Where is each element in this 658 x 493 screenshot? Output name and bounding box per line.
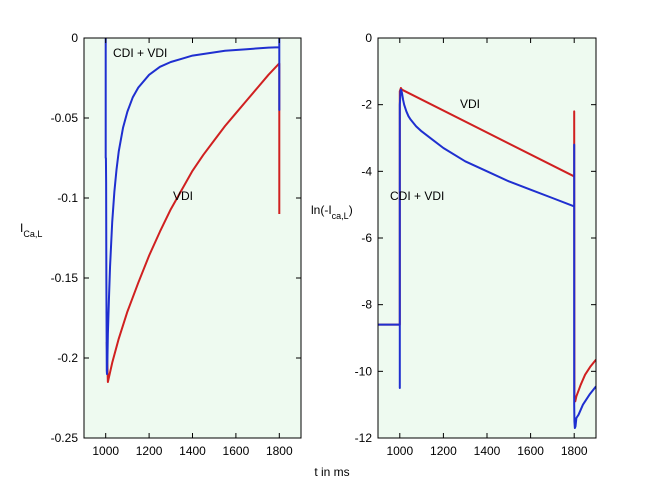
right-y-tick-label: 0 <box>365 31 372 45</box>
left-y-axis-label-sub: Ca,L <box>23 229 42 239</box>
right-series-line-cdi-vdi <box>378 88 596 429</box>
left-y-tick-label: -0.05 <box>51 111 79 125</box>
right-x-tick-label: 1000 <box>386 444 413 458</box>
right-annotation-cdi-vdi: CDI + VDI <box>390 189 444 203</box>
right-y-tick-label: -6 <box>361 231 372 245</box>
left-y-tick-label: -0.15 <box>51 271 79 285</box>
right-y-tick-label: -8 <box>361 298 372 312</box>
right-annotation-vdi: VDI <box>460 97 480 111</box>
right-x-tick-label: 1200 <box>430 444 457 458</box>
left-y-tick-label: -0.1 <box>57 191 78 205</box>
left-x-tick-label: 1200 <box>136 444 163 458</box>
left-y-axis-label-main: I <box>20 221 23 235</box>
right-x-tick-label: 1400 <box>474 444 501 458</box>
right-y-axis-label-main: ln(-I <box>311 203 332 217</box>
left-y-axis-label: ICa,L <box>20 221 42 239</box>
left-y-tick-label: -0.25 <box>51 431 79 445</box>
right-y-axis-label-end: ) <box>349 203 353 217</box>
right-x-tick-label: 1600 <box>517 444 544 458</box>
left-y-tick-label: 0 <box>71 31 78 45</box>
left-series-line-vdi <box>105 62 281 383</box>
right-y-tick-label: -2 <box>361 98 372 112</box>
left-series-group <box>104 38 281 383</box>
left-y-tick-label: -0.2 <box>57 351 78 365</box>
right-panel: 1000 1200 1400 1600 1800 0 -2 -4 -6 -8 -10 -12 ln(-I… <box>311 31 597 458</box>
right-series-group <box>378 87 596 429</box>
right-x-tick-label: 1800 <box>561 444 588 458</box>
x-axis-label: t in ms <box>314 465 349 479</box>
right-y-tick-label: -4 <box>361 164 372 178</box>
left-x-tick-label: 1800 <box>266 444 293 458</box>
left-x-tick-label: 1400 <box>179 444 206 458</box>
left-x-tick-label: 1000 <box>92 444 119 458</box>
left-panel: 1000 1200 1400 1600 1800 0 -0.05 -0.1 -0.15 -0.2 -… <box>20 31 302 458</box>
left-annotation-cdi-vdi: CDI + VDI <box>113 46 167 60</box>
left-x-tick-label: 1600 <box>223 444 250 458</box>
right-y-axis-label: ln(-Ica,L) <box>311 203 353 221</box>
right-plot-area <box>378 38 596 438</box>
left-series-line-cdi-vdi <box>104 38 281 375</box>
left-annotation-vdi: VDI <box>173 189 193 203</box>
right-y-axis-label-sub: ca,L <box>332 211 349 221</box>
right-y-tick-label: -12 <box>355 431 373 445</box>
left-plot-area <box>84 38 301 438</box>
right-y-tick-label: -10 <box>355 364 373 378</box>
